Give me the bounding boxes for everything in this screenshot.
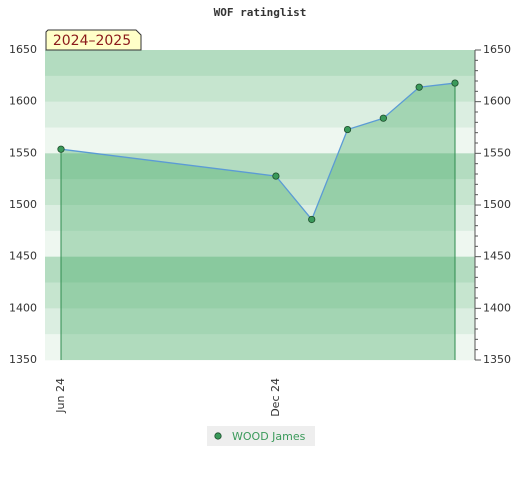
y-tick-label: 1450 xyxy=(9,250,37,263)
legend-box xyxy=(207,426,315,446)
y2-tick-label: 1400 xyxy=(483,301,511,314)
chart-title: WOF ratinglist xyxy=(214,6,307,19)
y2-tick-label: 1550 xyxy=(483,146,511,159)
legend-marker xyxy=(214,432,222,440)
background-band xyxy=(45,256,475,283)
point xyxy=(379,114,387,122)
y-tick-label: 1650 xyxy=(9,43,37,56)
background-band xyxy=(45,75,475,102)
background-band xyxy=(45,101,475,128)
y-tick-label: 1350 xyxy=(9,353,37,366)
point xyxy=(272,172,280,180)
y-tick-label: 1400 xyxy=(9,301,37,314)
x-tick-label: Dec 24 xyxy=(269,378,282,417)
point xyxy=(57,145,65,153)
background-band xyxy=(45,308,475,335)
background-band xyxy=(45,153,475,180)
background-band xyxy=(45,230,475,257)
background-band xyxy=(45,334,475,361)
point xyxy=(415,83,423,91)
y2-tick-label: 1650 xyxy=(483,43,511,56)
background-band xyxy=(45,179,475,206)
y2-tick-label: 1600 xyxy=(483,95,511,108)
x-tick-label: Jun 24 xyxy=(54,378,67,414)
annotation-box xyxy=(45,29,142,51)
y-tick-label: 1550 xyxy=(9,146,37,159)
annotation: 2024–2025 xyxy=(53,33,131,49)
point xyxy=(451,79,459,87)
background-band xyxy=(45,205,475,232)
y2-tick-label: 1500 xyxy=(483,198,511,211)
background-band xyxy=(45,282,475,309)
legend-label: WOOD James xyxy=(232,430,306,443)
y-tick-label: 1500 xyxy=(9,198,37,211)
y2-tick-label: 1350 xyxy=(483,353,511,366)
background-band xyxy=(45,50,475,77)
y-tick-label: 1600 xyxy=(9,95,37,108)
y2-tick-label: 1450 xyxy=(483,250,511,263)
point xyxy=(308,215,316,224)
point xyxy=(343,125,352,134)
area xyxy=(61,83,455,361)
background-band xyxy=(45,127,475,154)
